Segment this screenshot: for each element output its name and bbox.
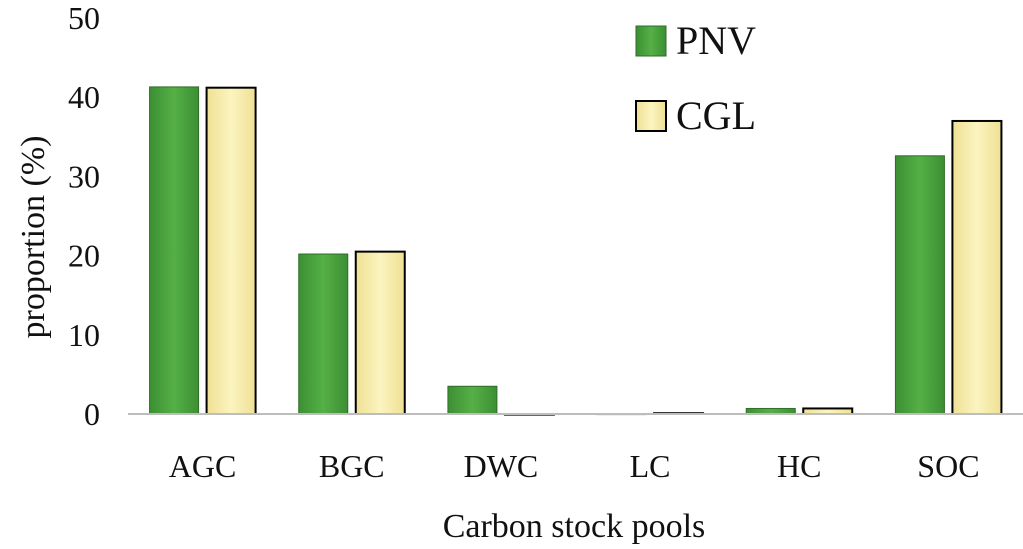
y-axis-title: proportion (%) <box>15 135 52 338</box>
bar-pnv-soc <box>894 155 945 415</box>
legend: PNV CGL <box>635 18 756 138</box>
bar-cgl-soc <box>951 119 1003 416</box>
legend-label-pnv: PNV <box>676 18 756 63</box>
y-tick-label: 0 <box>84 396 100 432</box>
x-tick-label: LC <box>630 448 671 484</box>
bar-series <box>149 86 1003 416</box>
x-tick-label: AGC <box>169 448 237 484</box>
y-tick-label: 20 <box>68 238 100 274</box>
y-tick-label: 50 <box>68 0 100 36</box>
x-tick-label: HC <box>777 448 821 484</box>
x-tick-label: SOC <box>917 448 979 484</box>
legend-swatch-pnv <box>635 25 667 57</box>
x-tick-label: DWC <box>464 448 539 484</box>
y-tick-label: 40 <box>68 79 100 115</box>
y-axis-ticks: 0 10 20 30 40 50 <box>68 0 100 432</box>
y-tick-label: 10 <box>68 317 100 353</box>
x-axis-ticks: AGC BGC DWC LC HC SOC <box>169 448 980 484</box>
legend-item-cgl: CGL <box>635 93 756 138</box>
bar-cgl-agc <box>205 86 257 415</box>
legend-swatch-cgl <box>635 100 667 132</box>
bar-pnv-bgc <box>298 253 349 415</box>
y-tick-label: 30 <box>68 158 100 194</box>
x-tick-label: BGC <box>319 448 385 484</box>
bar-pnv-dwc <box>447 385 498 415</box>
bar-pnv-agc <box>149 86 200 415</box>
x-axis-title: Carbon stock pools <box>443 508 706 545</box>
bar-cgl-bgc <box>354 250 406 415</box>
legend-item-pnv: PNV <box>635 18 756 63</box>
legend-label-cgl: CGL <box>676 93 756 138</box>
